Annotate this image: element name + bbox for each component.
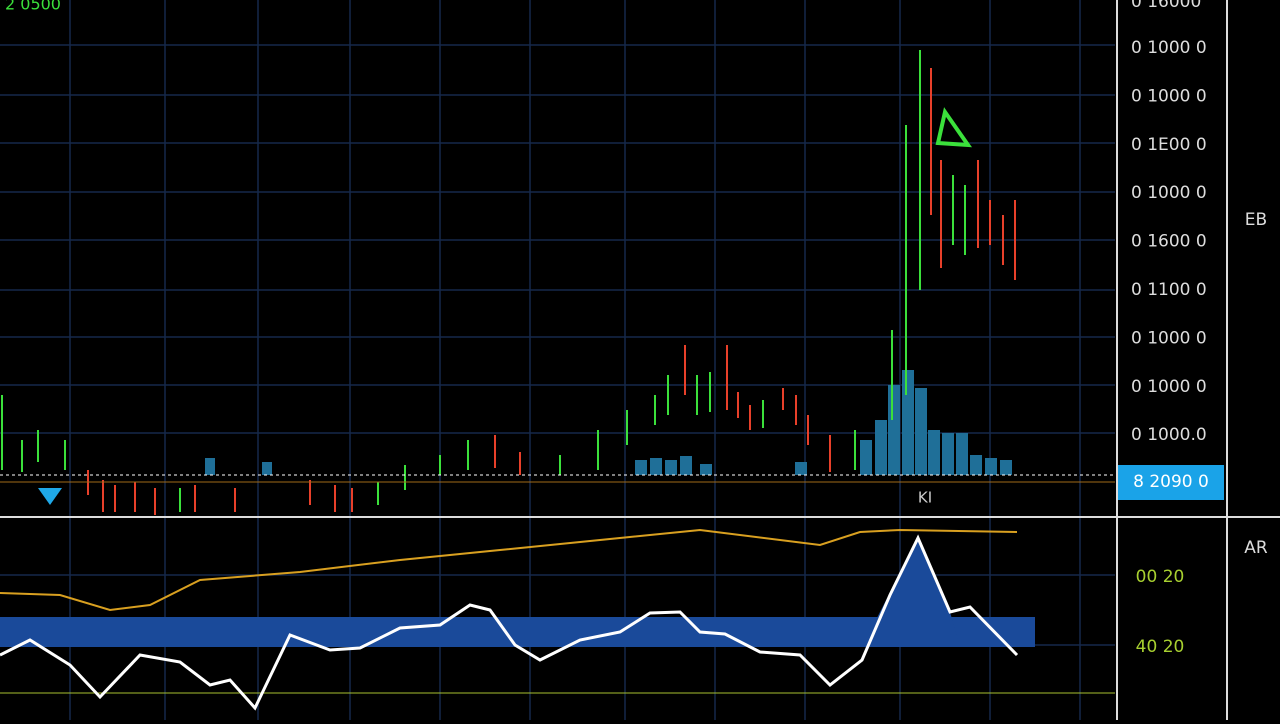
price-label: 0 1000 0 (1131, 377, 1207, 397)
axis-tag: EB (1245, 210, 1267, 230)
volume-bars (205, 370, 1012, 475)
candles (1, 50, 1016, 515)
marker-label: KI (918, 489, 932, 507)
indicator-line-orange (0, 528, 1018, 612)
price-label: 0 1000 0 (1131, 86, 1207, 106)
price-label: 0 1000.0 (1131, 425, 1207, 445)
indicator-band (0, 617, 1035, 647)
price-label: 0 1000 0 (1131, 183, 1207, 203)
indicator-axis: 00 20 40 20 (1136, 567, 1185, 657)
current-price-box (1118, 465, 1224, 500)
price-label: 0 1100 0 (1131, 280, 1207, 300)
header-label: 2 0500 (5, 0, 61, 14)
price-label: 0 1E00 0 (1131, 135, 1207, 155)
indicator-line-white (0, 534, 1019, 711)
price-label: 0 1600 0 (1131, 232, 1207, 252)
indicator-tag: AR (1244, 538, 1268, 558)
indicator-label: 40 20 (1136, 637, 1185, 657)
price-label: 0 1000 0 (1131, 328, 1207, 348)
price-label: 0 16000 (1131, 0, 1201, 12)
sell-marker (38, 488, 62, 505)
price-axis: 0 16000 0 1000 0 0 1000 0 0 1E00 0 0 1000 0 0… (1131, 0, 1207, 445)
current-price: 8 2090 0 (1133, 472, 1209, 492)
price-label: 0 1000 0 (1131, 38, 1207, 58)
indicator-peak (862, 538, 960, 647)
signal-marker (935, 107, 973, 148)
indicator-label: 00 20 (1136, 567, 1185, 587)
